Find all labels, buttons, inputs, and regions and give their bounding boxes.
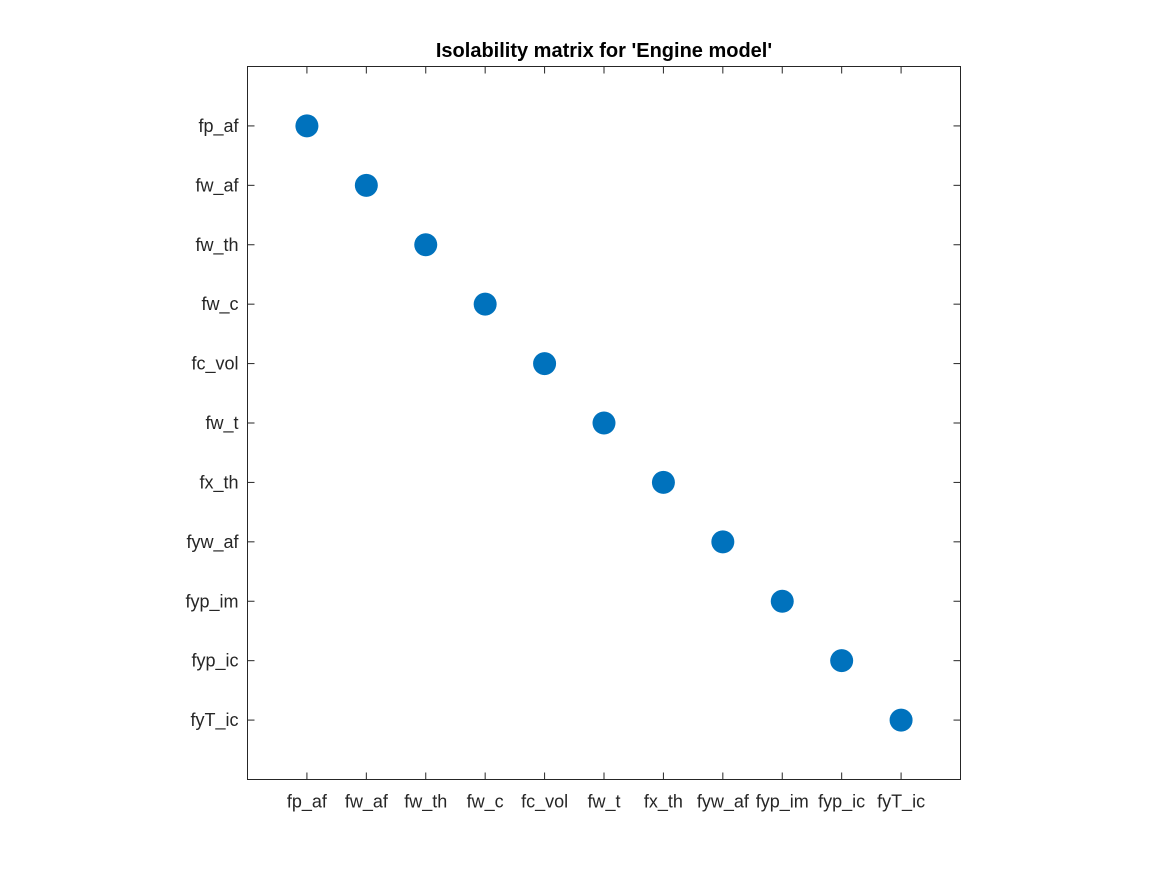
y-tick-label: fx_th (199, 472, 238, 493)
data-point (592, 411, 616, 435)
y-tick-label: fw_c (201, 294, 238, 315)
x-tick-label: fp_af (287, 792, 328, 813)
data-point (414, 233, 438, 257)
data-points (295, 114, 913, 732)
y-tick-label: fc_vol (191, 354, 238, 375)
data-point (533, 352, 557, 376)
data-point (651, 470, 675, 494)
x-tick-label: fc_vol (521, 792, 568, 813)
x-tick-label: fx_th (644, 792, 683, 813)
x-tick-label: fyp_im (756, 792, 809, 813)
x-tick-label: fw_th (404, 792, 447, 813)
x-tick-label: fw_t (587, 792, 620, 813)
y-tick-labels: fp_af fw_af fw_th fw_c fc_vol fw_t fx_th fyw_af… (185, 116, 239, 731)
data-point (770, 589, 794, 613)
x-tick-label: fw_af (345, 792, 389, 813)
y-tick-label: fw_af (195, 175, 239, 196)
data-point (711, 530, 735, 554)
y-tick-label: fyT_ic (190, 710, 238, 731)
x-tick-label: fyp_ic (818, 792, 865, 813)
y-tick-label: fyp_ic (191, 651, 238, 672)
y-tick-label: fyw_af (186, 532, 239, 553)
data-point (830, 649, 854, 673)
data-point (354, 173, 378, 197)
x-tick-label: fyw_af (697, 792, 750, 813)
y-tick-label: fw_t (205, 413, 238, 434)
y-tick-label: fw_th (195, 235, 238, 256)
chart-title: Isolability matrix for 'Engine model' (436, 40, 772, 62)
data-point (473, 292, 497, 316)
data-point (295, 114, 319, 138)
x-tick-label: fyT_ic (877, 792, 925, 813)
tick-marks (247, 66, 961, 780)
y-tick-label: fyp_im (185, 591, 238, 612)
x-tick-labels: fp_af fw_af fw_th fw_c fc_vol fw_t fx_th fyw_af… (287, 792, 925, 813)
x-tick-label: fw_c (467, 792, 504, 813)
data-point (889, 708, 913, 732)
y-tick-label: fp_af (198, 116, 239, 137)
